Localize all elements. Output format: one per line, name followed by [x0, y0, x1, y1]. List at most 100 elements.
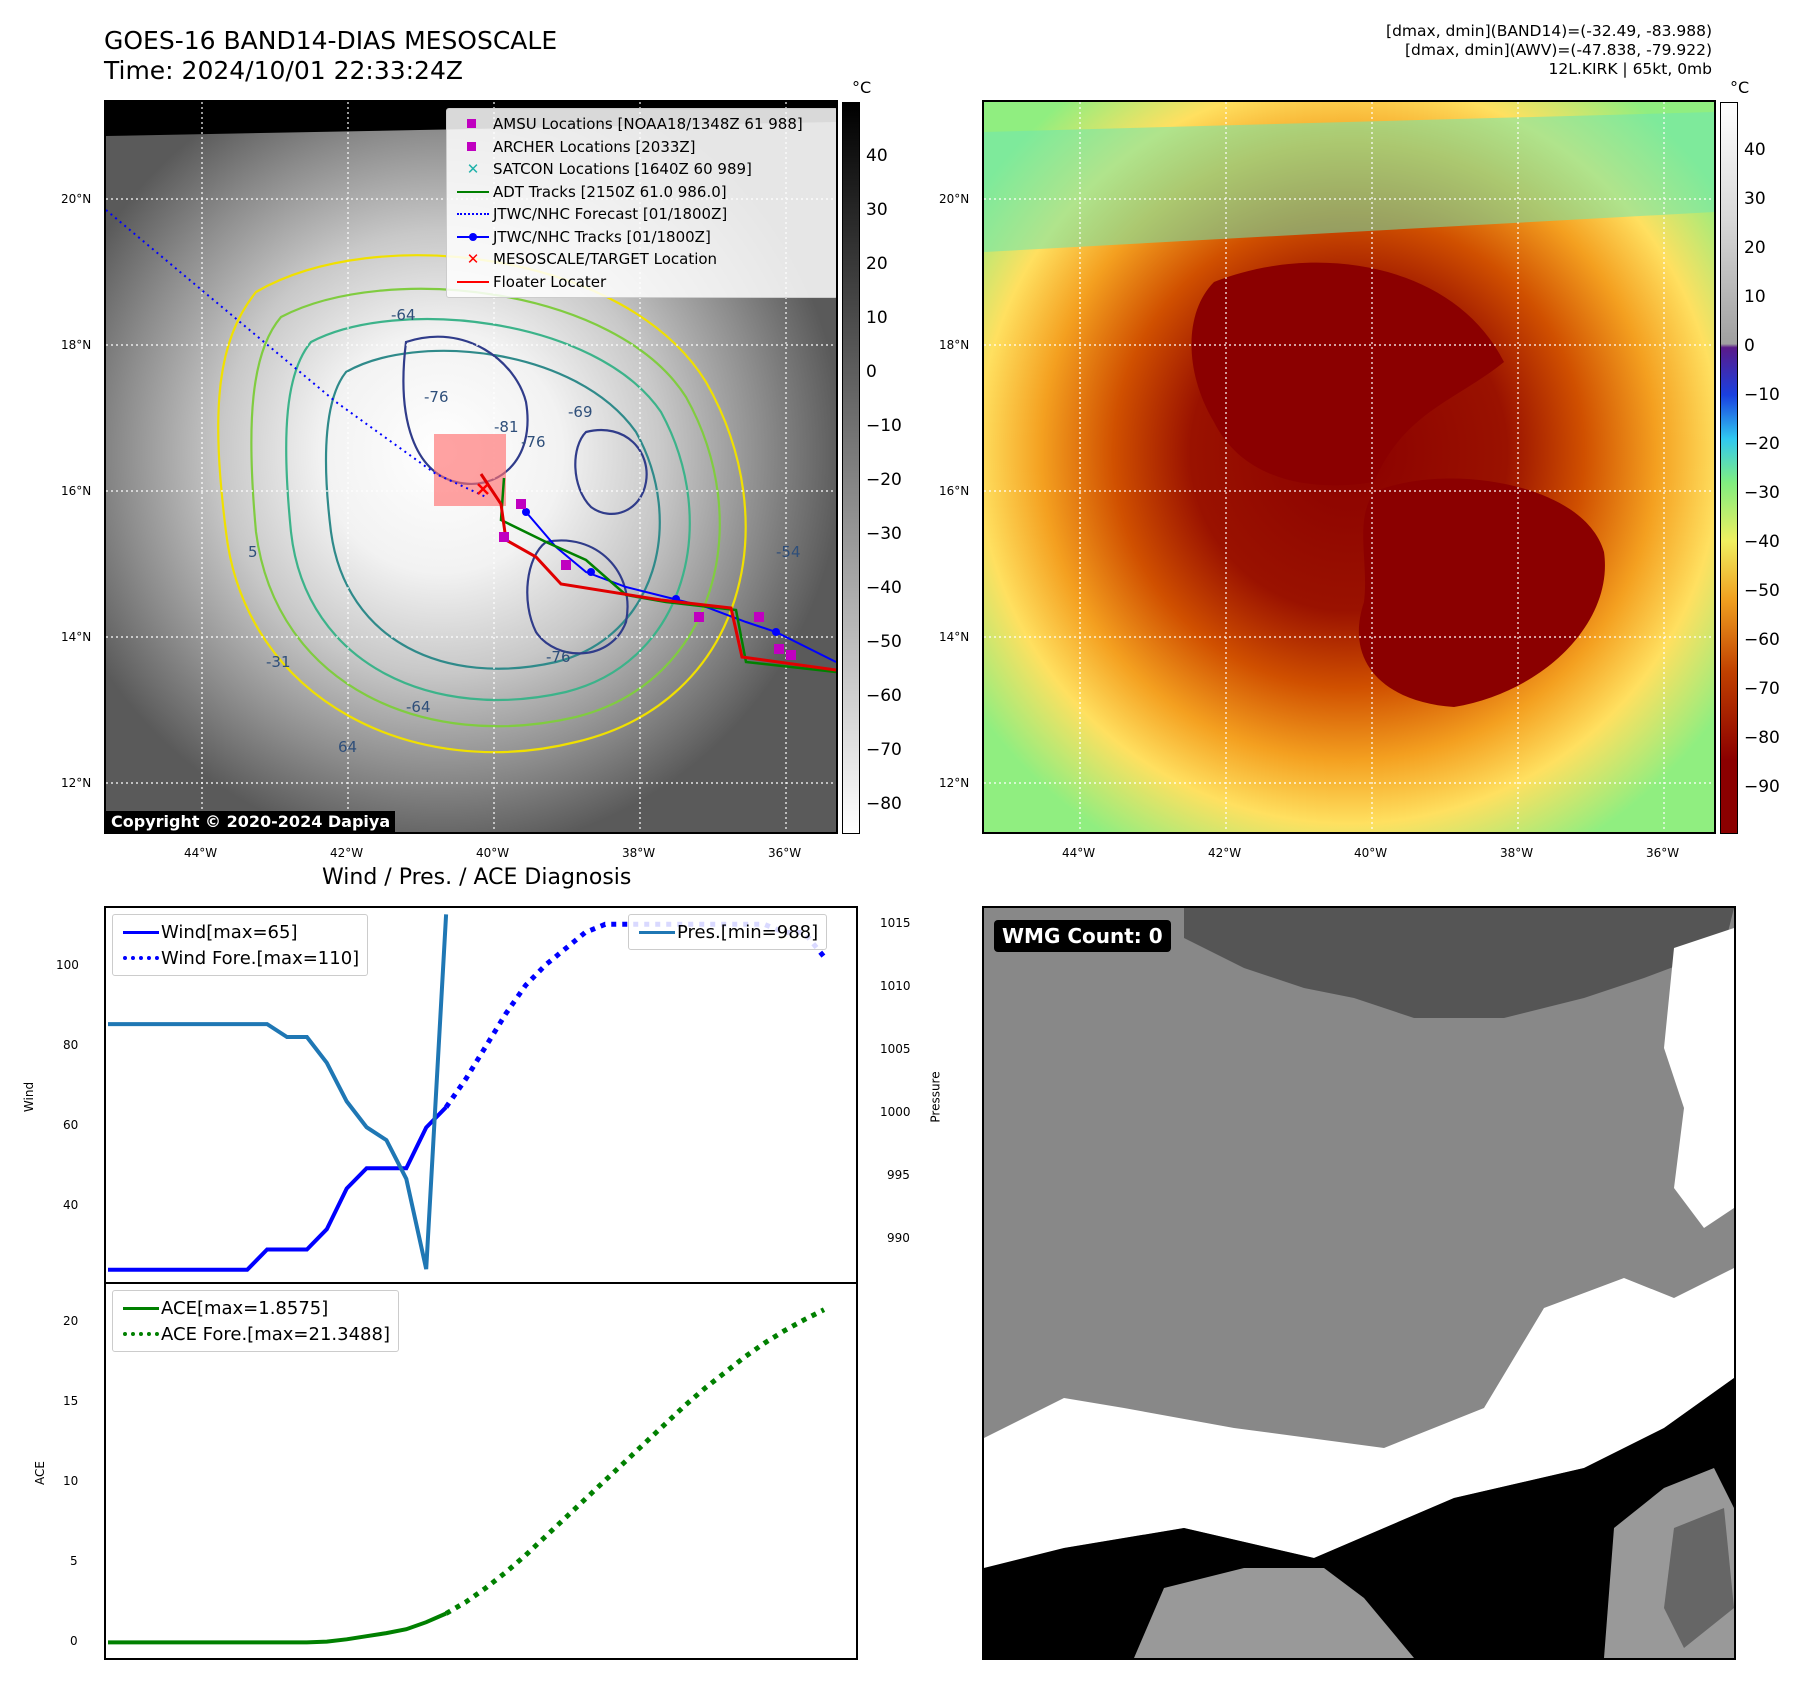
band14-map-panel: -64 -76 -81 -76 -69 -54 -76 -64 -31 64 5 — [104, 100, 838, 834]
contour-label: -54 — [776, 543, 801, 561]
legend-label: ADT Tracks [2150Z 61.0 986.0] — [493, 182, 727, 201]
legend-entry: ADT Tracks [2150Z 61.0 986.0] — [453, 181, 831, 204]
lon-tick: 36°W — [1646, 846, 1680, 860]
cold-top-south — [1358, 478, 1605, 707]
ace-tick: 15 — [63, 1394, 79, 1408]
ace-series-0 — [108, 1611, 447, 1645]
contour-navy-1 — [402, 335, 529, 485]
target-marker — [477, 483, 489, 495]
contour-green — [250, 287, 721, 728]
pressure-tick: 1000 — [880, 1105, 911, 1119]
dotted-line-icon — [453, 207, 493, 221]
ace-series-1 — [444, 1307, 826, 1616]
pressure-legend: Pres.[min=988] — [628, 914, 828, 950]
lat-tick: 18°N — [61, 338, 92, 352]
square-marker-icon — [453, 117, 493, 131]
wmg-panel: WMG Count: 0 — [982, 906, 1736, 1660]
contour-label: -64 — [406, 698, 431, 716]
legend-entry: ✕ MESOSCALE/TARGET Location — [453, 248, 831, 271]
contour-label: -76 — [546, 648, 571, 666]
wmg-light-gray-region-1 — [1134, 1568, 1414, 1658]
ace-tick: 5 — [70, 1554, 78, 1568]
line-dot-icon — [453, 230, 493, 244]
stats-block: [dmax, dmin](BAND14)=(-32.49, -83.988) [… — [1386, 22, 1712, 79]
wind-legend: Wind[max=65] Wind Fore.[max=110] — [112, 914, 369, 976]
lat-tick: 20°N — [939, 192, 970, 206]
line-icon — [637, 925, 677, 939]
legend-entry: JTWC/NHC Tracks [01/1800Z] — [453, 226, 831, 249]
diagnosis-title: Wind / Pres. / ACE Diagnosis — [322, 865, 632, 890]
legend-label: Wind Fore.[max=110] — [161, 947, 360, 969]
wind-axis-label: Wind — [22, 1081, 37, 1113]
ace-tick: 10 — [63, 1474, 79, 1488]
awv-map — [984, 102, 1714, 832]
gray-colorbar-tick: −20 — [866, 470, 902, 490]
color-colorbar-tick: −80 — [1744, 728, 1780, 748]
copyright-badge: Copyright © 2020-2024 Dapiya — [106, 811, 396, 832]
wmg-mid-gray-region — [1664, 1508, 1734, 1648]
contour-label: -69 — [568, 403, 593, 421]
color-colorbar-tick: −50 — [1744, 581, 1780, 601]
wmg-count-badge: WMG Count: 0 — [994, 920, 1171, 952]
legend-entry: ARCHER Locations [2033Z] — [453, 136, 831, 159]
lat-tick: 20°N — [61, 192, 92, 206]
color-colorbar-tick: −70 — [1744, 679, 1780, 699]
lat-tick: 16°N — [939, 484, 970, 498]
x-marker-icon: ✕ — [466, 160, 480, 179]
legend-label: SATCON Locations [1640Z 60 989] — [493, 160, 752, 179]
color-colorbar-tick: 10 — [1744, 287, 1766, 307]
cold-top-north — [1191, 262, 1504, 486]
gray-colorbar-unit: °C — [852, 78, 872, 97]
color-colorbar-tick: −60 — [1744, 630, 1780, 650]
lon-tick: 40°W — [1354, 846, 1388, 860]
stats-line-3: 12L.KIRK | 65kt, 0mb — [1548, 60, 1712, 78]
legend-label: AMSU Locations [NOAA18/1348Z 61 988] — [493, 115, 803, 134]
lon-tick: 44°W — [1062, 846, 1096, 860]
lon-tick: 42°W — [1208, 846, 1242, 860]
line-icon — [453, 275, 493, 289]
gray-colorbar-tick: −50 — [866, 632, 902, 652]
gray-colorbar-tick: 30 — [866, 200, 888, 220]
lon-tick: 44°W — [184, 846, 218, 860]
ace-tick: 0 — [70, 1634, 78, 1648]
contour-label: -64 — [391, 306, 416, 324]
wmg-white-band — [984, 1268, 1734, 1568]
wind-series-0 — [108, 1105, 448, 1272]
color-colorbar-unit: °C — [1730, 78, 1750, 97]
gray-colorbar-tick: 0 — [866, 362, 877, 382]
gray-colorbar-tick: −60 — [866, 686, 902, 706]
gray-colorbar-tick: −80 — [866, 794, 902, 814]
contour-label: -31 — [266, 653, 291, 671]
legend-entry: ACE[max=1.8575] — [121, 1295, 390, 1321]
gray-colorbar — [842, 102, 860, 834]
color-colorbar-tick: 40 — [1744, 140, 1766, 160]
square-marker-icon — [453, 140, 493, 154]
ace-tick: 20 — [63, 1314, 79, 1328]
ace-legend: ACE[max=1.8575] ACE Fore.[max=21.3488] — [112, 1290, 399, 1352]
legend-entry: Wind Fore.[max=110] — [121, 945, 359, 971]
legend-label: JTWC/NHC Forecast [01/1800Z] — [493, 205, 728, 224]
legend-entry: Wind[max=65] — [121, 919, 359, 945]
color-colorbar-tick: −30 — [1744, 483, 1780, 503]
legend-label: Pres.[min=988] — [677, 921, 819, 943]
color-colorbar-tick: 30 — [1744, 189, 1766, 209]
color-colorbar-tick: 0 — [1744, 336, 1755, 356]
gray-colorbar-tick: −30 — [866, 524, 902, 544]
legend-label: ACE Fore.[max=21.3488] — [161, 1323, 390, 1345]
legend-entry: AMSU Locations [NOAA18/1348Z 61 988] — [453, 113, 831, 136]
lat-tick: 14°N — [61, 630, 92, 644]
legend-entry: ACE Fore.[max=21.3488] — [121, 1321, 390, 1347]
dotted-line-icon — [121, 951, 161, 965]
lat-tick: 12°N — [61, 776, 92, 790]
legend-label: JTWC/NHC Tracks [01/1800Z] — [493, 227, 711, 246]
line-icon — [121, 1301, 161, 1315]
awv-graticule — [984, 102, 1714, 832]
map-legend: AMSU Locations [NOAA18/1348Z 61 988] ARC… — [446, 108, 836, 298]
legend-label: Wind[max=65] — [161, 921, 298, 943]
wind-tick: 100 — [56, 958, 79, 972]
x-marker-icon: ✕ — [466, 250, 480, 269]
lon-tick: 38°W — [1500, 846, 1534, 860]
pressure-tick: 995 — [887, 1168, 910, 1182]
legend-label: ARCHER Locations [2033Z] — [493, 137, 696, 156]
wind-tick: 40 — [63, 1198, 79, 1212]
